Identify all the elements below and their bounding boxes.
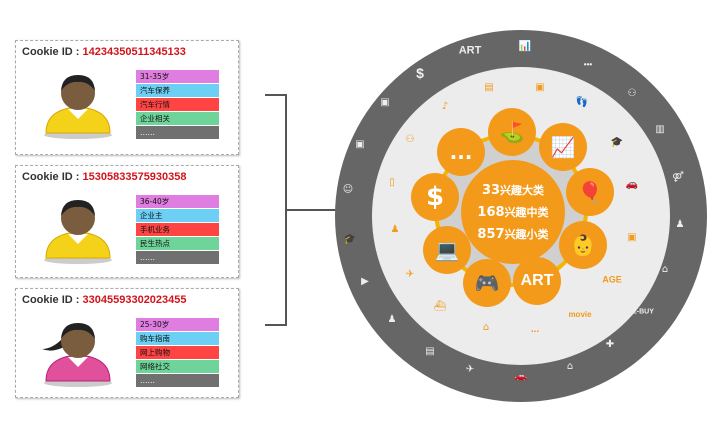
reader-icon: ♟ xyxy=(387,314,397,325)
art-label: ART xyxy=(458,44,482,57)
footprints-icon: 👣 xyxy=(575,97,589,108)
tag: 网上购物 xyxy=(136,346,219,360)
tag: 汽车行情 xyxy=(136,98,219,112)
baby-icon: ☺ xyxy=(342,184,354,195)
balloons-bubble-icon: 🎈 xyxy=(566,168,614,216)
more-label: ... xyxy=(530,324,540,335)
age-label: AGE xyxy=(602,274,622,285)
cookie-id: Cookie ID : 15305833575930358 xyxy=(22,171,187,183)
female-avatar-icon xyxy=(42,323,112,387)
graduation-cap-icon: 🎓 xyxy=(343,234,357,245)
stat-medium: 168兴趣中类 xyxy=(477,205,549,220)
reader-icon: ♟ xyxy=(390,224,400,235)
gamepad-bubble-icon: 🎮 xyxy=(463,259,511,307)
tag: 企业相关 xyxy=(136,112,219,126)
car-icon: 🚗 xyxy=(625,179,639,190)
art-bubble: ART xyxy=(513,257,561,305)
cookie-id: Cookie ID : 14234350511345133 xyxy=(22,46,186,58)
profile-card-3: Cookie ID : 33045593302023455 25-30岁 购车指… xyxy=(15,288,239,398)
video-icon: ▶ xyxy=(361,276,369,287)
connector-line xyxy=(285,209,337,211)
ship-icon: ⛴ xyxy=(433,301,447,312)
cookie-id: Cookie ID : 33045593302023455 xyxy=(22,294,187,306)
movie-label: movie xyxy=(568,310,592,319)
money-bubble: $ xyxy=(411,173,459,221)
phone-icon: ▯ xyxy=(389,177,395,188)
people-icon: ⚇ xyxy=(627,88,637,99)
tag: 25-30岁 xyxy=(136,318,219,332)
more-bubble: ... xyxy=(437,128,485,176)
couple-icon: ⚤ xyxy=(672,172,684,183)
golf-bubble-icon: ⛳ xyxy=(488,108,536,156)
finance-chart-icon: 📊 xyxy=(518,41,532,52)
tag: 网络社交 xyxy=(136,360,219,374)
ebuy-label: E-BUY xyxy=(632,308,654,316)
tag: 购车指南 xyxy=(136,332,219,346)
connector-line xyxy=(265,94,286,96)
tag: 民生热点 xyxy=(136,237,219,251)
tag: …… xyxy=(136,251,219,265)
profile-card-1: Cookie ID : 14234350511345133 31-35岁 汽车保… xyxy=(15,40,239,155)
shopping-icon: ⌂ xyxy=(661,264,669,275)
car-icon: 🚗 xyxy=(514,371,528,382)
tag: 36-40岁 xyxy=(136,195,219,209)
tag: …… xyxy=(136,374,219,388)
male-avatar-icon xyxy=(44,75,112,139)
connector-line xyxy=(265,324,286,326)
plane-icon: ✈ xyxy=(465,364,475,375)
building-icon: ▥ xyxy=(655,124,665,135)
tag-list: 36-40岁 企业主 手机业务 民生热点 …… xyxy=(136,195,219,265)
people-icon: ⚇ xyxy=(405,134,415,145)
more-label: ••• xyxy=(583,60,593,69)
book-icon: ▤ xyxy=(425,346,435,357)
baby-bubble-icon: 👶 xyxy=(559,221,607,269)
tag: 汽车保养 xyxy=(136,84,219,98)
graduation-cap-icon: 🎓 xyxy=(610,137,624,148)
music-note-icon: ♪ xyxy=(441,101,449,112)
house-money-icon: ⌂ xyxy=(482,322,490,333)
tv-icon: ▣ xyxy=(355,139,365,150)
tag: 企业主 xyxy=(136,209,219,223)
tag-list: 25-30岁 购车指南 网上购物 网络社交 …… xyxy=(136,318,219,388)
laptop-bubble-icon: 💻 xyxy=(423,226,471,274)
stat-major: 33兴趣大类 xyxy=(481,183,545,198)
book-icon: ▤ xyxy=(484,82,494,93)
tag: …… xyxy=(136,126,219,140)
tag-list: 31-35岁 汽车保养 汽车行情 企业相关 …… xyxy=(136,70,219,140)
health-icon: ✚ xyxy=(605,339,615,350)
house-money-icon: ⌂ xyxy=(566,361,574,372)
tag: 手机业务 xyxy=(136,223,219,237)
profile-card-2: Cookie ID : 15305833575930358 36-40岁 企业主… xyxy=(15,165,239,278)
finance-chart-bubble-icon: 📈 xyxy=(539,123,587,171)
plane-icon: ✈ xyxy=(405,269,415,280)
tv-icon: ▣ xyxy=(627,232,637,243)
money-label: $ xyxy=(416,65,424,81)
stat-minor: 857兴趣小类 xyxy=(477,227,549,242)
male-avatar-icon xyxy=(44,200,112,264)
tv-icon: ▣ xyxy=(380,97,390,108)
category-stats: 33兴趣大类 168兴趣中类 857兴趣小类 xyxy=(461,160,565,264)
video-icon: ▣ xyxy=(535,82,545,93)
tag: 31-35岁 xyxy=(136,70,219,84)
person-icon: ♟ xyxy=(675,219,685,230)
